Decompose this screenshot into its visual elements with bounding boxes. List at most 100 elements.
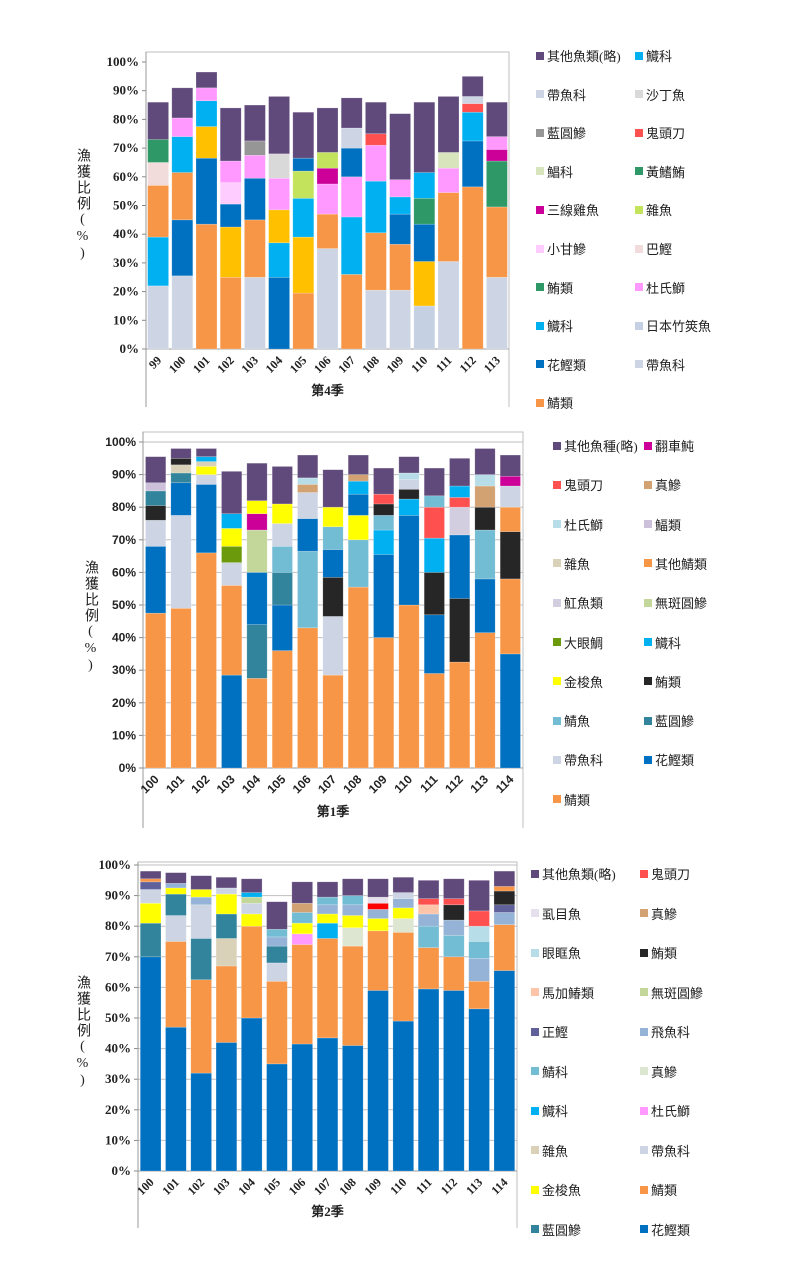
bar-stack-106: 鯖類: 43%鯖魚: 23.5%花鰹類: 10%帶魚科: 8%真鰺: 2.5%杜… [297, 454, 319, 769]
bar-stack-103: 花鰹類: 28.5%鯖類: 27.5%帶魚科: 7%大眼鯛: 5%金梭魚: 5.… [221, 471, 243, 769]
legend-label: 正鰹 [542, 1025, 569, 1040]
chart-q4-plot: 0% 10% 20% 30% 40% 50% 60% 70% 80% 90% 100% 帶魚科: 22… [107, 51, 510, 407]
x-tick-label: 101 [190, 353, 213, 376]
legend-label: 鯖科 [542, 1064, 569, 1080]
bar-segment: 鯖魚: 4.5% [373, 515, 395, 531]
bar-segment: 真鰺: 6.5% [474, 485, 496, 508]
legend-swatch [640, 1185, 648, 1194]
bar-segment: 其他魚種(略): 8.5% [449, 457, 471, 487]
legend-item: 馬加鰆類 [531, 983, 594, 1002]
bar-segment: 金梭魚: 6.5% [215, 893, 238, 915]
y-tick-label: 0% [120, 341, 140, 356]
bar-stack-113: 帶魚科: 25%鯖類: 24.5%黃鰭鮪: 16%三線雞魚: 4%杜氏鰤: 4.… [486, 101, 508, 350]
legend-swatch [531, 1027, 539, 1036]
bar-segment: 其他魚類(略): 3.5% [215, 876, 238, 889]
bar-segment: 花鰹類: 19.5% [171, 219, 194, 277]
bar-segment: 花鰹類: 8% [219, 203, 242, 228]
legend-label: 真鰺 [651, 906, 678, 922]
y-axis-label: 漁獲比例(%) [75, 975, 90, 1090]
bar-segment: 金梭魚: 6% [322, 506, 344, 528]
legend-item: 帶魚科 [635, 355, 685, 374]
bar-segment: 花鰹類: 59% [443, 990, 465, 1172]
legend-item: 杜氏鰤 [635, 278, 685, 297]
bar-segment: 藍圓鰺: 5.5% [266, 945, 288, 964]
bar-segment: 其他魚類(略): 10.5% [171, 87, 194, 119]
legend-item: 杜氏鰤 [553, 515, 603, 534]
legend-swatch [635, 90, 643, 99]
bar-segment: 飛魚科: 3% [266, 936, 288, 947]
x-tick-label: 103 [214, 772, 238, 796]
y-tick-label: 100% [107, 54, 140, 69]
legend-label: 黃鰭鮪 [646, 164, 686, 180]
legend-item: 鱵科 [536, 316, 573, 335]
x-tick-label: 107 [335, 353, 358, 376]
legend-swatch [536, 398, 544, 407]
y-tick-label: 70% [112, 533, 136, 547]
legend-swatch [536, 283, 544, 292]
x-tick-label: 111 [433, 353, 455, 375]
y-tick-label: 20% [113, 284, 139, 299]
legend-item: 鱵科 [644, 633, 681, 652]
bar-stack-101: 鯖類: 49%帶魚科: 28.5%花鰹類: 10%藍圓鰺: 3%雜魚: 2.5%… [170, 448, 192, 769]
bar-segment: 花鰹類: 21% [195, 484, 217, 554]
bar-segment: 其他魚類(略): 10.5% [340, 97, 363, 129]
bar-segment: 鯖類: 29% [392, 932, 414, 1022]
bar-segment: 鮪類: 2% [170, 457, 192, 466]
legend-item: 雜魚 [553, 554, 590, 573]
bar-segment: 鯖魚: 14.5% [347, 539, 369, 588]
x-tick-label: 106 [290, 772, 314, 796]
bar-segment: 花鰹類: 27.5% [398, 515, 420, 606]
bar-segment: 鮪類: 4.5% [493, 890, 516, 906]
bar-stack-100: 鯖類: 47.5%花鰹類: 20.5%帶魚科: 8%鮪類: 4.5%藍圓鰺: 4… [145, 456, 167, 769]
bar-segment: 小甘鰺: 7.5% [219, 182, 242, 205]
legend-swatch [635, 283, 643, 292]
bar-segment: 雜魚: 9.5% [292, 170, 315, 199]
legend-label: 三線雞魚 [547, 203, 600, 219]
bar-segment: 其他魚種(略): 8% [474, 448, 496, 475]
bar-segment: 鯖科: 7% [443, 935, 465, 958]
legend-label: 飛魚科 [651, 1025, 691, 1040]
y-tick-label: 20% [112, 696, 136, 710]
bar-segment: 鯖科: 7% [417, 925, 440, 948]
bar-segment: 金梭魚: 3.5% [291, 922, 313, 935]
bar-segment: 其他魚種(略): 3% [170, 448, 192, 459]
bar-segment: 鮪類: 3.5% [373, 503, 395, 516]
bar-segment: 帶魚科: 8.5% [165, 915, 187, 942]
bar-stack-108: 帶魚科: 20.5%鯖類: 20%鱵科: 18%杜氏鰤: 12.5%鬼頭刀: 4… [365, 101, 387, 350]
legend-label: 鬼頭刀 [651, 867, 691, 882]
bar-segment: 花鰹類: 20.5% [145, 546, 167, 614]
legend-swatch [553, 520, 561, 529]
bar-segment: 三線雞魚: 4% [486, 149, 508, 162]
bar-segment: 其他魚類(略): 23% [389, 113, 411, 180]
bar-segment: 鯖類: 26% [340, 274, 363, 350]
legend-label: 其他魚類(略) [547, 49, 621, 64]
legend-swatch [536, 244, 544, 253]
legend-swatch [553, 755, 561, 764]
legend-swatch [536, 205, 544, 214]
legend-label: 其他鯖類 [655, 556, 708, 572]
legend-label: 鮪類 [547, 280, 574, 296]
bar-segment: 鬼頭刀: 2% [367, 902, 389, 910]
bar-segment: 花鰹類: 42% [215, 1042, 238, 1172]
bar-segment: 其他魚類(略): 5% [316, 881, 339, 898]
bar-stack-100: 花鰹類: 70%藍圓鰺: 11%金梭魚: 6.5%帶魚科: 4.5%正鰹: 2.… [139, 870, 162, 1172]
x-tick-label: 114 [488, 1175, 510, 1197]
legend-item: 日本竹筴魚 [635, 316, 711, 335]
bar-segment: 鮪類: 12% [322, 576, 344, 617]
bar-segment: 鱵科: 7.5% [373, 529, 395, 555]
bar-segment: 鯖魚: 8% [271, 546, 293, 573]
bar-segment: 鱵科: 1.5% [195, 456, 217, 462]
x-tick-label: 100 [166, 353, 189, 376]
bar-segment: 其他魚種(略): 6% [347, 454, 369, 475]
x-tick-label: 100 [138, 772, 162, 796]
legend-swatch [536, 51, 544, 60]
legend-item: 藍圓鰺 [531, 1220, 581, 1239]
bar-segment: 杜氏鰤: 8% [244, 154, 266, 179]
bar-segment: 鯖科: 5.5% [468, 941, 490, 959]
legend-label: 金梭魚 [542, 1183, 582, 1198]
bar-segment: 花鰹類: 35% [266, 1063, 288, 1172]
bar-segment: 其他魚類(略): 20% [268, 96, 290, 155]
bar-segment: 其他魚類(略): 7% [461, 76, 484, 97]
bar-segment: 其他魚類(略): 3.5% [165, 872, 187, 884]
legend-swatch [635, 128, 643, 137]
